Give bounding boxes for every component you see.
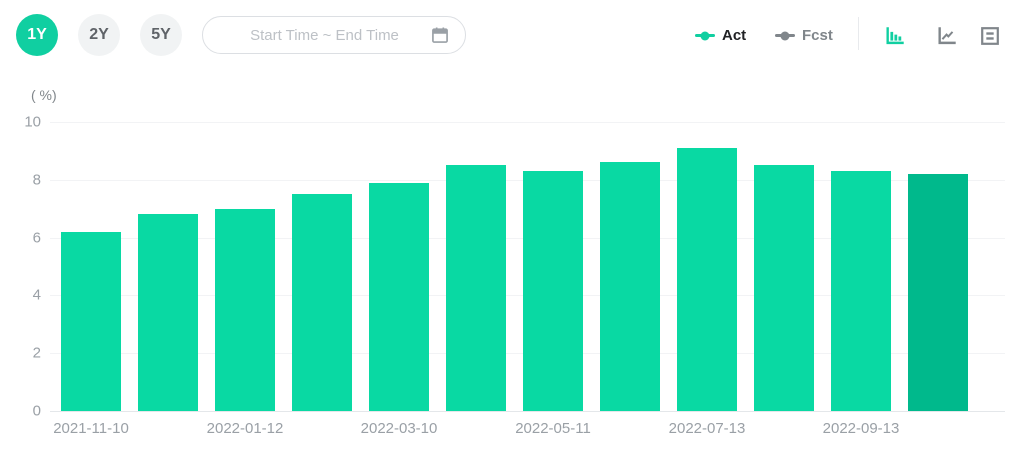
table-view-icon [981, 27, 999, 45]
y-axis-tick: 2 [32, 344, 41, 362]
legend-fcst-label: Fcst [802, 27, 833, 44]
x-axis-label: 2022-03-10 [360, 420, 438, 437]
gridline [50, 122, 1005, 123]
fcst-series-marker-icon [775, 31, 795, 40]
bar[interactable]: 2022-09-13 [823, 122, 899, 437]
bar[interactable] [600, 122, 660, 411]
x-axis-label: 2021-11-10 [53, 420, 129, 437]
act-series-marker-icon [695, 31, 715, 40]
y-axis-tick: 10 [24, 113, 41, 131]
y-axis-tick: 6 [32, 229, 41, 247]
divider [858, 17, 859, 50]
calendar-icon[interactable] [430, 25, 450, 45]
bar[interactable] [908, 122, 968, 411]
y-axis-tick: 4 [32, 286, 41, 304]
bar[interactable]: 2022-01-12 [207, 122, 283, 437]
bar-chart-view-button[interactable] [884, 25, 906, 47]
bar[interactable] [138, 122, 198, 411]
y-axis-unit-label: ( %) [31, 87, 57, 103]
y-axis-tick: 0 [32, 402, 41, 420]
y-axis-tick: 8 [32, 171, 41, 189]
line-chart-view-button[interactable] [936, 25, 958, 47]
table-view-button[interactable] [979, 25, 1001, 47]
x-axis-label: 2022-05-11 [515, 420, 591, 437]
gridline [50, 411, 1005, 412]
x-axis-label: 2022-01-12 [206, 420, 284, 437]
bar[interactable]: 2022-05-11 [515, 122, 591, 437]
bar[interactable]: 2021-11-10 [53, 122, 129, 437]
x-axis-label: 2022-09-13 [822, 420, 900, 437]
legend-act[interactable]: Act [695, 27, 746, 44]
legend-fcst[interactable]: Fcst [775, 27, 833, 44]
range-button-2y[interactable]: 2Y [78, 14, 120, 56]
x-axis-label: 2022-07-13 [668, 420, 746, 437]
bar[interactable] [754, 122, 814, 411]
bar[interactable] [292, 122, 352, 411]
bars: 2021-11-10 2022-01-12 2022-03-10 2022-05-11… [50, 122, 1005, 437]
date-range-picker [202, 16, 466, 54]
range-button-1y[interactable]: 1Y [16, 14, 58, 56]
bar[interactable]: 2022-03-10 [361, 122, 437, 437]
bar[interactable]: 2022-07-13 [669, 122, 745, 437]
bar-chart-icon [886, 27, 904, 45]
bar[interactable] [446, 122, 506, 411]
legend-act-label: Act [722, 27, 747, 44]
date-range-input[interactable] [203, 17, 430, 53]
line-chart-icon [938, 27, 956, 45]
plot-area: 2021-11-10 2022-01-12 2022-03-10 2022-05-11… [24, 115, 1005, 437]
range-button-5y[interactable]: 5Y [140, 14, 182, 56]
